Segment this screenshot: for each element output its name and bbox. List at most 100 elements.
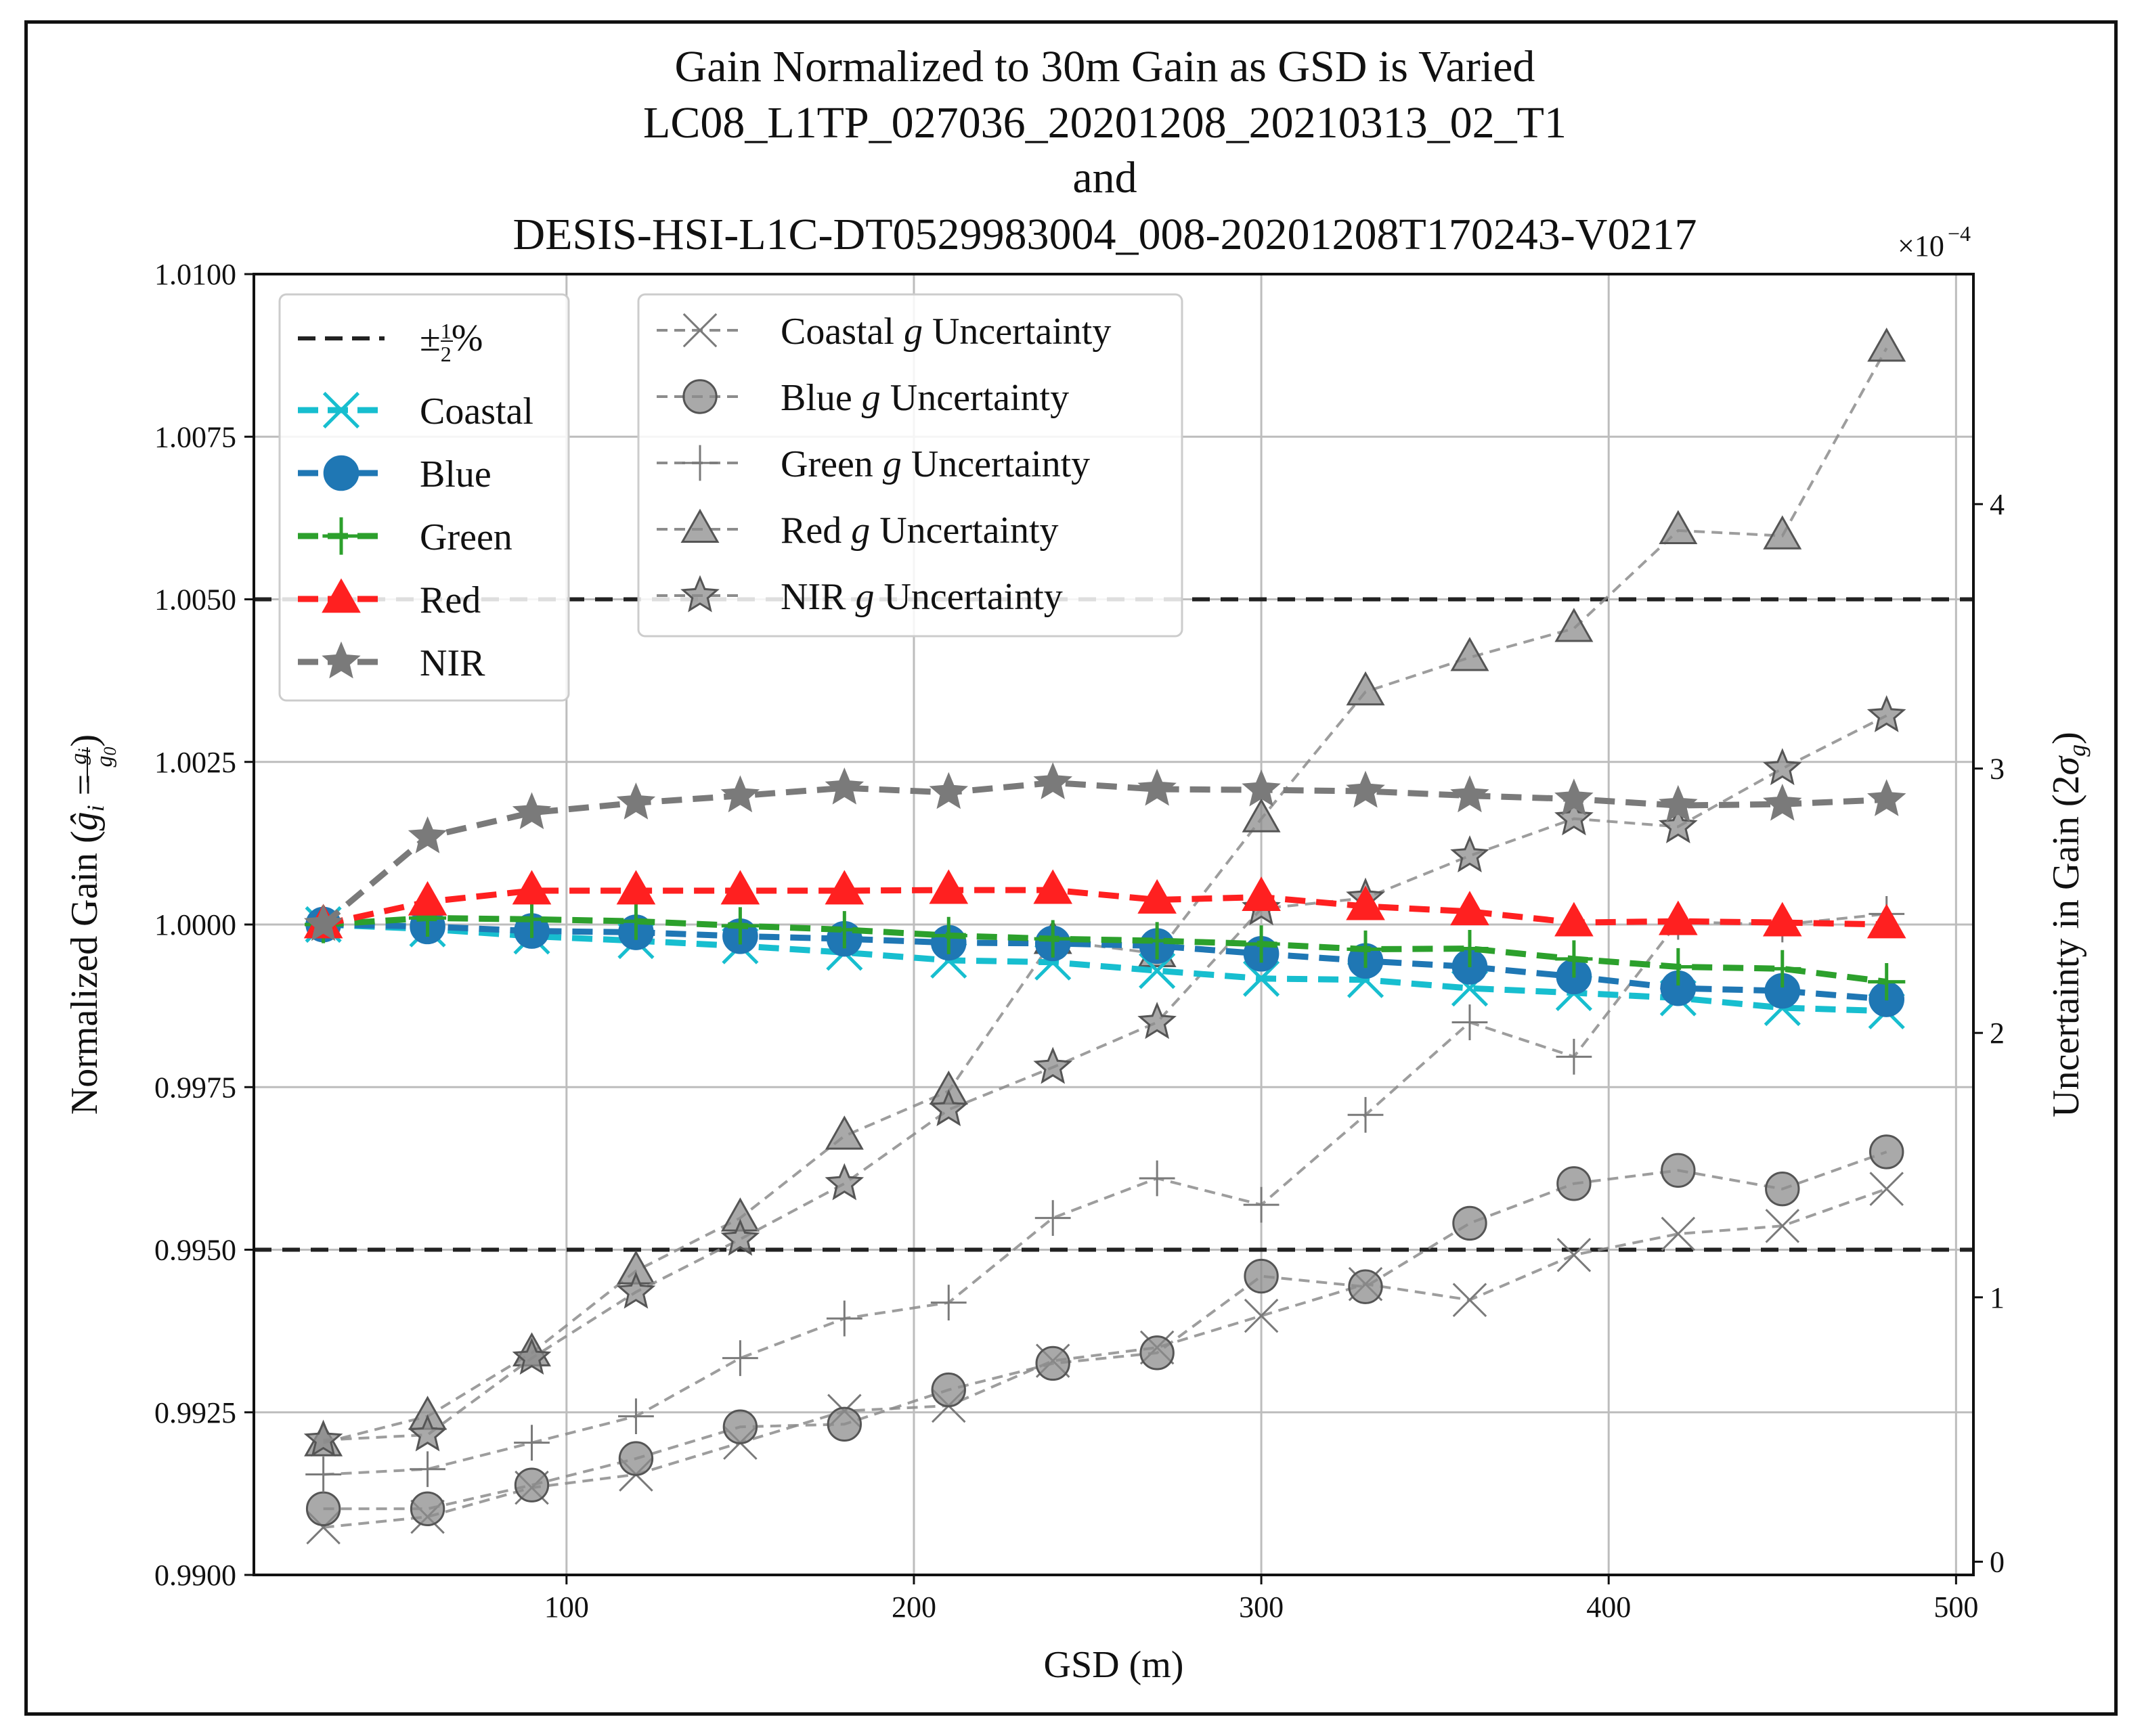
gain-point (1451, 929, 1489, 968)
svg-text:Normalized Gain (ĝi = gig0): Normalized Gain (ĝi = gig0) (64, 734, 120, 1115)
legend-item-nir: NIR (298, 641, 485, 684)
gain-point (1450, 775, 1489, 813)
uncertainty-point (1763, 515, 1802, 550)
gain-point (617, 902, 655, 940)
ylabel-left-frac-num-sub: i (74, 748, 94, 753)
legend-label: Blue g Uncertainty (781, 377, 1069, 419)
gain-point (512, 900, 551, 938)
ylabel-left-close: ) (64, 734, 106, 747)
gain-point (1659, 784, 1698, 822)
ylabel-left-sub: i (82, 805, 109, 811)
gain-line (323, 921, 1887, 1002)
uncertainty-point (618, 1441, 654, 1476)
y-left-tick-label: 0.9900 (154, 1559, 236, 1592)
uncertainty-point (1869, 1134, 1904, 1170)
gain-point (720, 870, 760, 905)
gain-line (323, 914, 1887, 985)
gain-line (323, 921, 1887, 1015)
legend-gain: Coastal Blue Green Red NIR ±1 2% (278, 293, 570, 702)
legend-marker (680, 508, 720, 543)
x-axis-label: GSD (m) (1044, 1644, 1184, 1686)
legend-marker (322, 578, 361, 613)
uncertainty-point (514, 1467, 550, 1503)
gain-point (825, 911, 863, 949)
uncertainty-point (1452, 1283, 1487, 1317)
uncertainty-point (410, 1451, 445, 1488)
right-y-axis-label: Uncertainty in Gain (2σg) (2045, 732, 2091, 1117)
y-right-tick-label: 2 (1990, 1017, 2005, 1050)
multiplier-exponent: −4 (1948, 221, 1971, 246)
series-nir (303, 762, 1906, 941)
legend-marker (682, 445, 718, 481)
uncertainty-point (1033, 1046, 1073, 1084)
uncertainty-point (1661, 1216, 1696, 1251)
legend-marker (322, 641, 361, 679)
legend-item-blue-uncertainty: Blue g Uncertainty (657, 377, 1069, 419)
title-line-1: Gain Normalized to 30m Gain as GSD is Va… (675, 42, 1535, 91)
legend-label: Coastal g Uncertainty (781, 311, 1111, 353)
gain-point (929, 869, 969, 904)
legend-label: NIR (420, 642, 485, 684)
title-line-4: DESIS-HSI-L1C-DT0529983004_008-20201208T… (513, 210, 1697, 259)
gain-point (1659, 948, 1697, 986)
chart-title: Gain Normalized to 30m Gain as GSD is Va… (513, 42, 1697, 259)
gain-point (1554, 778, 1594, 816)
gain-point (1866, 904, 1906, 939)
uncertainty-line (323, 1187, 1887, 1529)
legend-item-blue: Blue (298, 453, 491, 495)
gain-series (303, 762, 1906, 1029)
legend-label: Green (420, 516, 512, 558)
x-tick-label: 300 (1239, 1590, 1284, 1624)
uncertainty-point (618, 1398, 654, 1435)
gain-point (1555, 940, 1593, 978)
uncertainty-point (1347, 1096, 1384, 1133)
uncertainty-line (323, 714, 1887, 1442)
uncertainty-point (1866, 695, 1906, 732)
uncertainty-point (1244, 1298, 1279, 1333)
uncertainty-point (825, 1115, 864, 1150)
legend-item-red-uncertainty: Red g Uncertainty (657, 508, 1059, 552)
uncertainty-point (1452, 1205, 1487, 1241)
uncertainty-point (1244, 1258, 1279, 1294)
uncertainty-point (1556, 1166, 1592, 1201)
uncertainty-point (616, 1271, 656, 1309)
uncertainty-point (1658, 806, 1698, 843)
uncertainty-point (1139, 1160, 1175, 1197)
series-blue-uncertainty (305, 1134, 1904, 1527)
y-right-tick-label: 4 (1990, 488, 2005, 521)
uncertainty-point (410, 1491, 445, 1527)
gain-point (1764, 950, 1801, 987)
ylabel-right-main: Uncertainty in Gain (2 (2045, 775, 2087, 1117)
uncertainty-point (1554, 608, 1594, 642)
uncertainty-point (1450, 835, 1489, 872)
gain-point (1033, 762, 1072, 799)
gain-point (1868, 962, 1906, 1001)
y-right-tick-label: 0 (1990, 1545, 2005, 1578)
y-left-tick-label: 0.9950 (154, 1234, 236, 1267)
uncertainty-point (931, 1372, 966, 1408)
uncertainty-point (1346, 671, 1385, 706)
legend-item-ref-label: ±1 2% (420, 317, 483, 366)
ylabel-left-frac-den: g (92, 755, 117, 767)
uncertainty-point (1450, 637, 1489, 671)
ylabel-right-close: ) (2045, 732, 2087, 744)
legend-label: Red (420, 579, 481, 621)
gain-point (1867, 779, 1906, 816)
gain-point (930, 916, 967, 954)
uncertainty-point (825, 1163, 865, 1201)
legend-marker (682, 379, 718, 414)
gain-point (616, 782, 656, 820)
gain-point (1137, 878, 1177, 914)
gain-point (408, 816, 447, 853)
gain-point (1347, 930, 1384, 969)
uncertainty-point (1765, 1171, 1800, 1207)
uncertainty-point (1661, 1153, 1696, 1188)
ylabel-left-frac-num: g (66, 753, 91, 765)
legend-marker (680, 575, 720, 613)
title-line-2: LC08_L1TP_027036_20201208_20210313_02_T1 (643, 98, 1567, 148)
gain-point (1138, 922, 1176, 960)
gain-line (322, 887, 1887, 928)
uncertainty-point (1765, 1209, 1800, 1243)
uncertainty-point (1554, 798, 1594, 836)
